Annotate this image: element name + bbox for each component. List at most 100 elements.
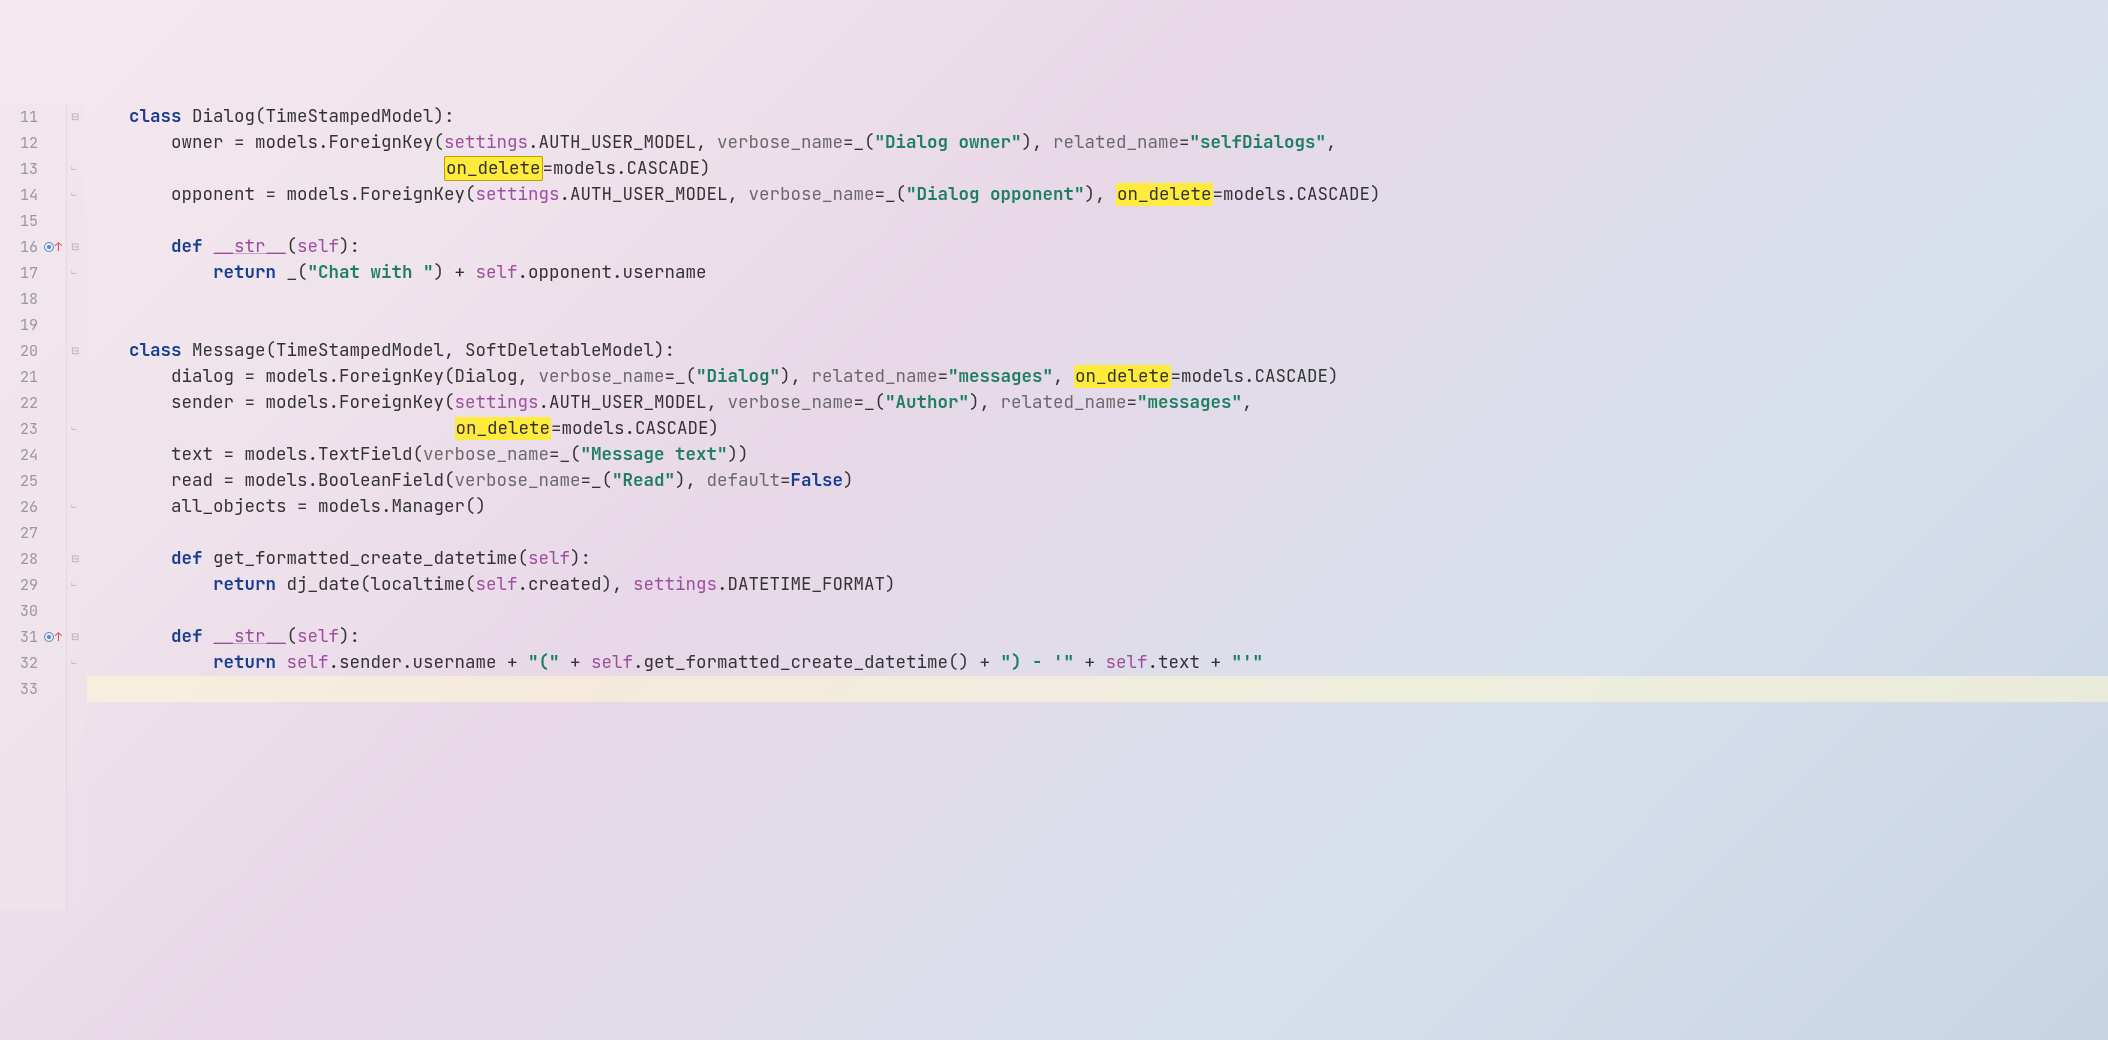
token-plain: CASCADE [635,417,709,440]
line-number[interactable]: 18 [14,286,38,312]
token-op: = [938,365,949,388]
code-line[interactable]: text = models.TextField(verbose_name=_("… [87,442,2108,468]
gutter-line: 11 [14,104,62,130]
token-punct: )) [728,443,749,466]
token-plain [87,235,171,258]
code-line[interactable]: return dj_date(localtime(self.created), … [87,572,2108,598]
fold-gutter-line [67,468,85,494]
code-line[interactable]: return self.sender.username + "(" + self… [87,650,2108,676]
code-line[interactable] [87,598,2108,624]
fold-column: ⊟⌐⌐⊟⌐⊟⌐⌐⊟⌐⊟⌐ [67,104,85,910]
code-line[interactable] [87,312,2108,338]
token-op: + [570,651,581,674]
code-line[interactable]: def __str__(self): [87,624,2108,650]
token-punct: , [696,131,717,154]
line-number[interactable]: 13 [14,156,38,182]
token-punct: ( [465,573,476,596]
code-line[interactable]: sender = models.ForeignKey(settings.AUTH… [87,390,2108,416]
fold-toggle-icon[interactable]: ⊟ [71,112,81,122]
line-number[interactable]: 22 [14,390,38,416]
token-plain: models [255,391,329,414]
token-plain: BooleanField [318,469,444,492]
code-line[interactable] [87,676,2108,702]
token-op: = [245,391,256,414]
line-number[interactable]: 30 [14,598,38,624]
token-op: = [854,391,865,414]
override-method-icon[interactable]: ↑ [44,624,62,650]
code-line[interactable]: return _("Chat with ") + self.opponent.u… [87,260,2108,286]
token-plain: SoftDeletableModel [465,339,654,362]
token-plain: models [234,469,308,492]
gutter-line: 12 [14,130,62,156]
code-line[interactable]: class Dialog(TimeStampedModel): [87,104,2108,130]
fold-gutter-line: ⌐ [67,416,85,442]
code-line[interactable]: owner = models.ForeignKey(settings.AUTH_… [87,130,2108,156]
code-line[interactable]: on_delete=models.CASCADE) [87,156,2108,182]
line-number[interactable]: 19 [14,312,38,338]
line-number[interactable]: 23 [14,416,38,442]
fold-gutter-line: ⊟ [67,546,85,572]
token-plain [87,157,444,180]
line-number[interactable]: 26 [14,494,38,520]
token-punct: , [1053,365,1074,388]
line-number[interactable]: 24 [14,442,38,468]
line-number[interactable]: 20 [14,338,38,364]
token-plain [465,261,476,284]
fold-toggle-icon[interactable]: ⊟ [71,554,81,564]
token-self: self [297,625,339,648]
line-number[interactable]: 16 [14,234,38,260]
token-punct: ) [709,417,720,440]
code-line[interactable]: dialog = models.ForeignKey(Dialog, verbo… [87,364,2108,390]
code-editor[interactable]: 111213141516↑171819202122232425262728293… [0,104,2108,910]
line-number[interactable]: 28 [14,546,38,572]
code-line[interactable] [87,208,2108,234]
token-plain [87,339,129,362]
code-line[interactable]: opponent = models.ForeignKey(settings.AU… [87,182,2108,208]
override-method-icon[interactable]: ↑ [44,234,62,260]
token-plain: CASCADE [1297,183,1371,206]
line-number[interactable]: 14 [14,182,38,208]
token-kw: class [129,339,182,362]
fold-toggle-icon[interactable]: ⊟ [71,346,81,356]
line-number[interactable]: 33 [14,676,38,702]
token-plain: ForeignKey [360,183,465,206]
code-line[interactable]: read = models.BooleanField(verbose_name=… [87,468,2108,494]
code-line[interactable]: all_objects = models.Manager() [87,494,2108,520]
token-plain [581,651,592,674]
line-number[interactable]: 12 [14,130,38,156]
line-number[interactable]: 17 [14,260,38,286]
token-plain: _ [276,261,297,284]
line-number[interactable]: 15 [14,208,38,234]
token-punct: ), [1022,131,1054,154]
line-number[interactable]: 29 [14,572,38,598]
code-area[interactable]: class Dialog(TimeStampedModel): owner = … [85,104,2108,910]
line-number[interactable]: 32 [14,650,38,676]
line-number[interactable]: 25 [14,468,38,494]
token-str: "Read" [612,469,675,492]
line-number[interactable]: 31 [14,624,38,650]
token-plain: _ [560,443,571,466]
gutter-line: 23 [14,416,62,442]
token-plain [203,547,214,570]
code-line[interactable]: def get_formatted_create_datetime(self): [87,546,2108,572]
fold-gutter-line: ⌐ [67,260,85,286]
code-line[interactable] [87,286,2108,312]
token-str: "messages" [948,365,1053,388]
fold-toggle-icon[interactable]: ⊟ [71,242,81,252]
token-plain: ForeignKey [329,131,434,154]
line-number[interactable]: 27 [14,520,38,546]
token-punct: . [518,573,529,596]
token-self: self [528,547,570,570]
code-line[interactable] [87,520,2108,546]
code-line[interactable]: def __str__(self): [87,234,2108,260]
token-punct: ( [255,105,266,128]
line-number[interactable]: 11 [14,104,38,130]
token-plain: _ [864,391,875,414]
gutter-line: 18 [14,286,62,312]
fold-toggle-icon[interactable]: ⊟ [71,632,81,642]
line-number[interactable]: 21 [14,364,38,390]
token-str: "Dialog owner" [875,131,1022,154]
code-line[interactable]: on_delete=models.CASCADE) [87,416,2108,442]
token-plain [87,417,455,440]
code-line[interactable]: class Message(TimeStampedModel, SoftDele… [87,338,2108,364]
